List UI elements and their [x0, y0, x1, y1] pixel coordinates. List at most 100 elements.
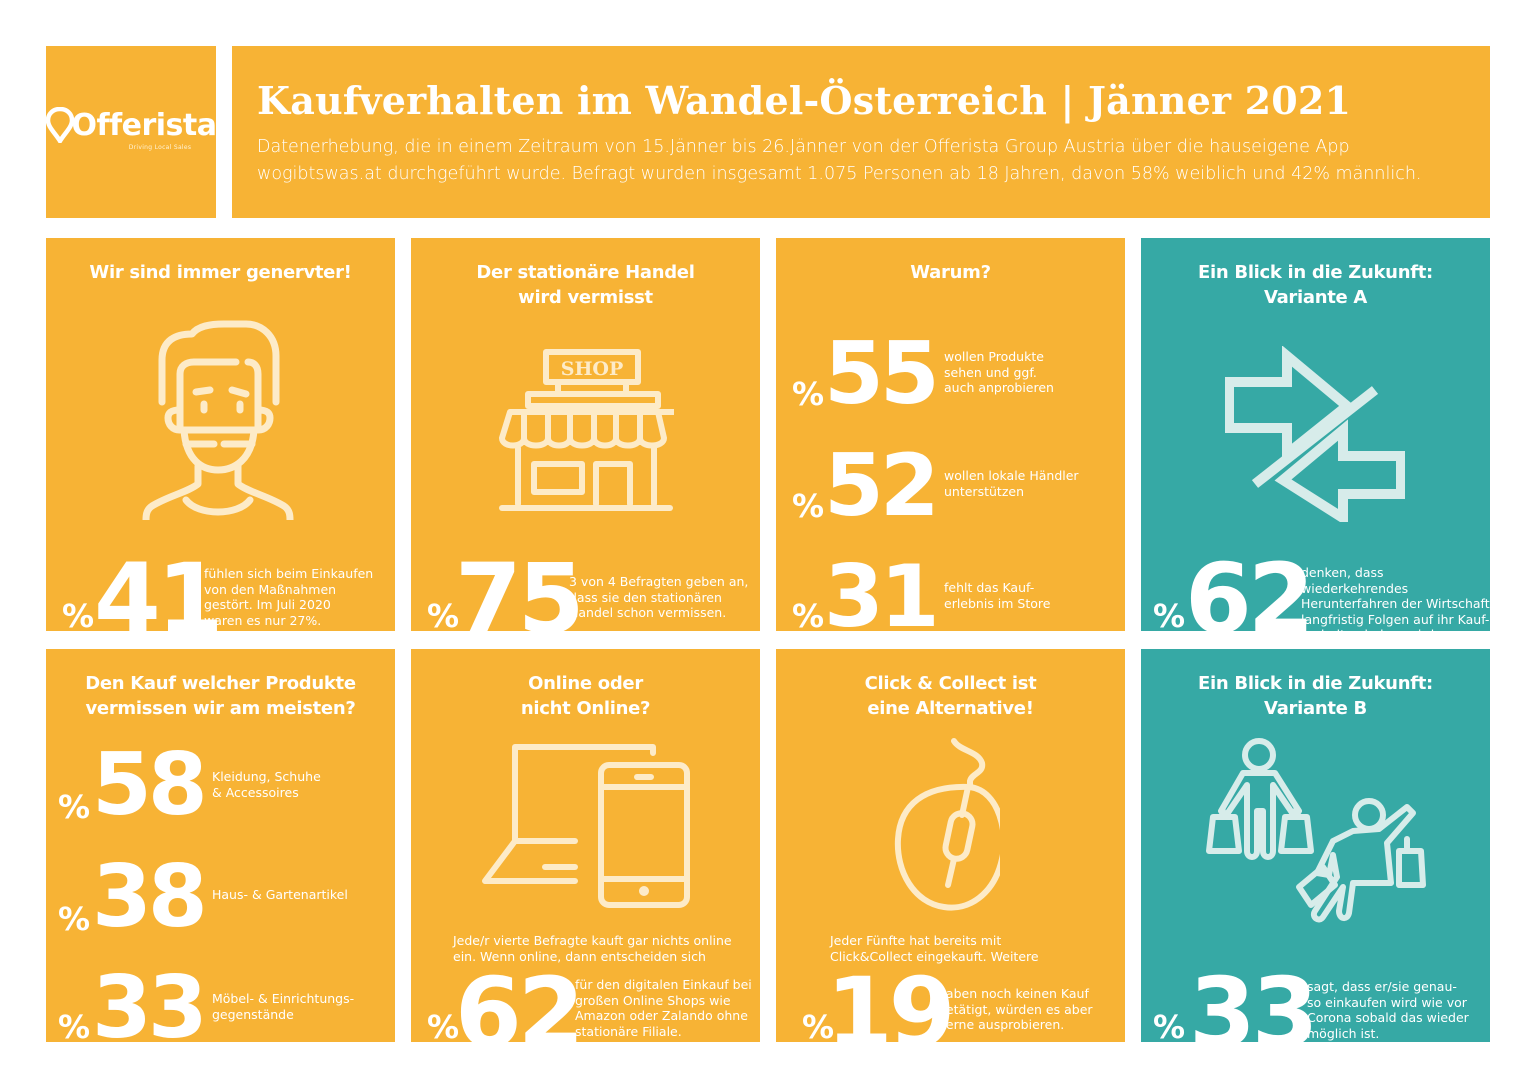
stat-value: 75 — [455, 543, 585, 631]
card-title-line: Ein Blick in die Zukunft: — [1198, 262, 1433, 283]
card-title: Den Kauf welcher Produkte vermissen wir … — [46, 671, 395, 721]
card-title-line: Ein Blick in die Zukunft: — [1198, 673, 1433, 694]
card-title-line: wird vermisst — [518, 287, 653, 308]
card-title-line: Wir sind immer genervter! — [89, 262, 352, 283]
percent-sign: % — [792, 375, 824, 413]
percent-sign: % — [792, 487, 824, 525]
percent-sign: % — [62, 597, 94, 631]
shop-icon: SHOP — [498, 348, 674, 514]
intro-text-line: Jeder Fünfte hat bereits mit — [830, 933, 1002, 948]
card-title: Der stationäre Handel wird vermisst — [411, 260, 760, 310]
card-variante-b: Ein Blick in die Zukunft: Variante B % 3… — [1141, 649, 1490, 1042]
stat-value: 62 — [1185, 543, 1315, 631]
stat-value: 58 — [92, 735, 208, 835]
card-click-collect: Click & Collect ist eine Alternative! Je… — [776, 649, 1125, 1042]
stat-text-line: möglich ist. — [1307, 1025, 1380, 1041]
percent-sign: % — [427, 1008, 459, 1042]
stat-text-line: gestört. Im Juli 2020 — [204, 597, 331, 612]
header-panel: Kaufverhalten im Wandel-Österreich | Jän… — [232, 46, 1490, 218]
face-mask-person-icon — [138, 320, 298, 520]
logo-tagline: Driving Local Sales — [128, 144, 192, 151]
logo-name: Offerista — [71, 107, 217, 143]
percent-sign: % — [1153, 597, 1185, 631]
percent-sign: % — [802, 1008, 834, 1042]
stat-text-line: fühlen sich beim Einkaufen — [204, 566, 374, 581]
stat-description: haben noch keinen Kauf getätigt, würden … — [938, 986, 1093, 1033]
stat-description: Kleidung, Schuhe & Accessoires — [212, 769, 321, 800]
intro-text-line: Jede/r vierte Befragte kauft gar nichts … — [453, 933, 732, 948]
stat-text-line: waren es nur 27%. — [204, 612, 322, 628]
stat-text-line: dass sie den stationären — [569, 589, 722, 605]
computer-mouse-icon — [890, 735, 1000, 915]
percent-sign: % — [58, 900, 90, 938]
stat-text-line: unterstützen — [944, 483, 1024, 499]
card-title: Online oder nicht Online? — [411, 671, 760, 721]
stat-description: fehlt das Kauf- erlebnis im Store — [944, 580, 1050, 611]
stat-text-line: Amazon oder Zalando ohne — [575, 1008, 748, 1023]
card-title: Ein Blick in die Zukunft: Variante B — [1141, 671, 1490, 721]
stat-description: denken, dass wiederkehrendes Herunterfah… — [1301, 565, 1490, 631]
stat-description: 3 von 4 Befragten geben an, dass sie den… — [569, 574, 748, 621]
stat-text-line: sehen und ggf. — [944, 364, 1037, 380]
stat-description: fühlen sich beim Einkaufen von den Maßna… — [204, 566, 373, 628]
card-title-line: nicht Online? — [520, 698, 651, 719]
card-title-line: vermissen wir am meisten? — [85, 698, 356, 719]
card-online: Online oder nicht Online? Jede/r vierte … — [411, 649, 760, 1042]
percent-sign: % — [792, 597, 824, 631]
intro-text-line: Click&Collect eingekauft. Weitere — [830, 948, 1039, 964]
stat-description: sagt, dass er/sie genau- so einkaufen wi… — [1307, 979, 1469, 1041]
card-produkte: Den Kauf welcher Produkte vermissen wir … — [46, 649, 395, 1042]
stat-value: 41 — [94, 543, 224, 631]
card-title-line: Der stationäre Handel — [476, 262, 695, 283]
card-warum: Warum? % 55 wollen Produkte sehen und gg… — [776, 238, 1125, 631]
stat-description: Haus- & Gartenartikel — [212, 887, 348, 903]
intro-text: Jede/r vierte Befragte kauft gar nichts … — [453, 933, 732, 964]
card-title-line: Warum? — [910, 262, 991, 283]
stat-text-line: Haus- & Gartenartikel — [212, 887, 348, 902]
stat-value: 55 — [824, 324, 940, 424]
stat-text-line: Corona sobald das wieder — [1307, 1010, 1469, 1025]
stat-value: 38 — [92, 847, 208, 947]
page-title: Kaufverhalten im Wandel-Österreich | Jän… — [257, 78, 1352, 123]
stat-value: 62 — [455, 957, 585, 1042]
stat-text-line: sagt, dass er/sie genau- — [1307, 979, 1457, 994]
stat-description: wollen Produkte sehen und ggf. auch anpr… — [944, 349, 1054, 396]
stat-text-line: auch anprobieren — [944, 380, 1054, 395]
percent-sign: % — [58, 1008, 90, 1042]
stat-text-line: stationäre Filiale. — [575, 1023, 682, 1039]
stat-text-line: Möbel- & Einrichtungs- — [212, 991, 355, 1006]
stat-text-line: wollen Produkte — [944, 349, 1044, 364]
stat-value: 19 — [826, 957, 956, 1042]
card-title: Click & Collect ist eine Alternative! — [776, 671, 1125, 721]
card-title-line: eine Alternative! — [867, 698, 1034, 719]
card-title-line: Den Kauf welcher Produkte — [85, 673, 356, 694]
stat-value: 31 — [824, 547, 940, 631]
stat-text-line: großen Online Shops wie — [575, 992, 731, 1008]
stat-text-line: wollen lokale Händler — [944, 468, 1079, 483]
stat-text-line: Handel schon vermissen. — [569, 605, 727, 620]
stat-value: 33 — [92, 958, 208, 1042]
card-title-line: Variante B — [1264, 698, 1367, 719]
card-title-line: Click & Collect ist — [864, 673, 1037, 694]
intro-text: Jeder Fünfte hat bereits mit Click&Colle… — [830, 933, 1039, 964]
stat-text-line: von den Maßnahmen — [204, 581, 337, 597]
intro-text-line: ein. Wenn online, dann entscheiden sich — [453, 948, 706, 964]
logo: Offerista — [45, 107, 217, 143]
stat-text-line: gegenstände — [212, 1006, 294, 1022]
card-title: Wir sind immer genervter! — [46, 260, 395, 285]
card-title-line: Online oder — [528, 673, 643, 694]
card-stationaerer-handel: Der stationäre Handel wird vermisst SHOP… — [411, 238, 760, 631]
exchange-arrows-icon — [1225, 346, 1405, 522]
stat-text-line: verhalten haben wird. — [1301, 627, 1490, 631]
stat-text-line: haben noch keinen Kauf — [938, 986, 1089, 1001]
stat-text-line: 3 von 4 Befragten geben an, — [569, 574, 749, 589]
stat-text-line: für den digitalen Einkauf bei — [575, 977, 752, 992]
laptop-smartphone-icon — [481, 743, 693, 909]
stat-text-line: denken, dass wiederkehrendes — [1301, 565, 1409, 596]
stat-text-line: so einkaufen wird wie vor — [1307, 994, 1467, 1010]
card-title: Ein Blick in die Zukunft: Variante A — [1141, 260, 1490, 310]
stat-text-line: langfristig Folgen auf ihr Kauf- — [1301, 611, 1490, 627]
stat-description: für den digitalen Einkauf bei großen Onl… — [575, 977, 752, 1039]
percent-sign: % — [58, 788, 90, 826]
location-pin-icon — [45, 107, 74, 143]
